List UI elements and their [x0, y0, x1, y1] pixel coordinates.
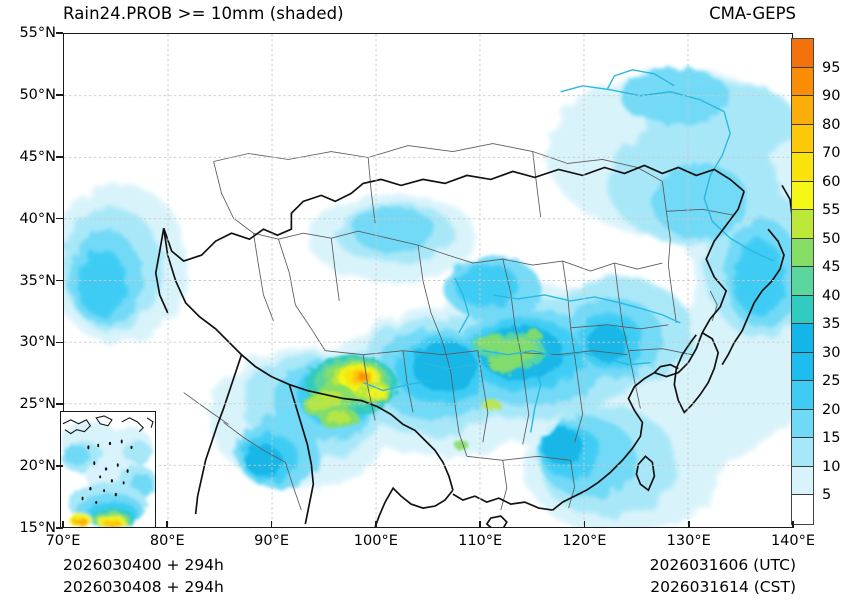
latitude-tick-label: 25°N: [19, 396, 56, 413]
longitude-tick-mark: [166, 521, 169, 528]
longitude-tick-label: 120°E: [562, 533, 607, 549]
colorbar-tick-label: 80: [822, 116, 841, 133]
longitude-tick-mark: [583, 521, 586, 528]
latitude-tick-mark: [56, 32, 63, 34]
colorbar-swatch: [792, 124, 813, 154]
colorbar-swatch: [792, 495, 813, 524]
map-boundaries: [154, 69, 792, 527]
colorbar-swatch: [792, 324, 813, 353]
latitude-tick-mark: [56, 527, 63, 529]
colorbar-swatch: [792, 438, 813, 467]
longitude-tick-label: 130°E: [666, 533, 711, 549]
colorbar-swatch: [792, 409, 813, 439]
colorbar-tick-label: 70: [822, 145, 841, 162]
latitude-tick-mark: [56, 94, 63, 96]
colorbar-tick-label: 35: [822, 316, 841, 333]
latitude-tick-label: 40°N: [19, 210, 56, 227]
colorbar-swatch: [792, 67, 813, 97]
longitude-tick-label: 100°E: [353, 533, 398, 549]
latitude-tick-mark: [56, 155, 63, 158]
page-title: Rain24.PROB >= 10mm (shaded): [63, 4, 344, 23]
colorbar-tick-label: 50: [822, 230, 841, 247]
latitude-tick-mark: [56, 341, 63, 344]
valid-time-cst: 2026031614 (CST): [650, 578, 796, 596]
latitude-tick-mark: [56, 403, 63, 406]
latitude-tick-label: 20°N: [19, 458, 56, 475]
colorbar-tick-label: 15: [822, 430, 841, 447]
colorbar-swatch: [792, 153, 813, 182]
colorbar-tick-label: 55: [822, 202, 841, 219]
colorbar-tick-label: 90: [822, 88, 841, 105]
colorbar-tick-label: 5: [822, 487, 832, 504]
longitude-tick-mark: [792, 521, 794, 528]
latitude-tick-mark: [56, 279, 63, 282]
colorbar-swatch: [792, 39, 813, 68]
longitude-tick-mark: [62, 521, 64, 528]
longitude-tick-label: 140°E: [770, 533, 816, 549]
longitude-tick-label: 70°E: [45, 533, 81, 549]
latitude-tick-mark: [56, 465, 63, 467]
colorbar-swatch: [792, 466, 813, 496]
longitude-tick-mark: [687, 521, 690, 528]
init-time-line2: 2026030408 + 294h: [63, 578, 224, 596]
colorbar-swatch: [792, 267, 813, 296]
longitude-tick-mark: [375, 521, 377, 528]
colorbar-tick-label: 30: [822, 344, 841, 361]
south-china-sea-inset[interactable]: [60, 411, 156, 528]
latitude-tick-label: 30°N: [19, 334, 56, 351]
latitude-tick-mark: [56, 217, 63, 220]
longitude-tick-label: 90°E: [254, 533, 289, 549]
model-label: CMA-GEPS: [709, 4, 796, 23]
valid-time-utc: 2026031606 (UTC): [649, 556, 796, 574]
colorbar-tick-label: 40: [822, 287, 841, 304]
latitude-tick-label: 35°N: [19, 272, 56, 289]
map-gridlines: [64, 34, 792, 527]
latitude-tick-label: 50°N: [19, 86, 56, 103]
colorbar-swatch: [792, 210, 813, 239]
longitude-tick-label: 80°E: [149, 533, 185, 549]
init-time-line1: 2026030400 + 294h: [63, 556, 224, 574]
colorbar-swatch: [792, 238, 813, 268]
latitude-tick-label: 55°N: [19, 25, 56, 41]
colorbar-tick-label: 10: [822, 458, 841, 475]
longitude-tick-mark: [270, 521, 273, 528]
latitude-tick-label: 45°N: [19, 148, 56, 165]
colorbar-swatch: [792, 352, 813, 382]
colorbar-tick-label: 45: [822, 259, 841, 276]
latitude-tick-label: 15°N: [19, 520, 56, 536]
colorbar-swatch: [792, 295, 813, 325]
colorbar-swatch: [792, 381, 813, 410]
colorbar-tick-label: 20: [822, 401, 841, 418]
longitude-tick-label: 110°E: [458, 533, 503, 549]
colorbar-swatch: [792, 181, 813, 211]
inset-map: [61, 412, 155, 527]
longitude-tick-mark: [479, 521, 481, 528]
colorbar-tick-label: 25: [822, 373, 841, 390]
colorbar-swatch: [792, 96, 813, 125]
colorbar-tick-label: 60: [822, 173, 841, 190]
colorbar-tick-label: 95: [822, 59, 841, 76]
colorbar[interactable]: [791, 38, 814, 525]
map-plot-area[interactable]: [63, 33, 793, 528]
